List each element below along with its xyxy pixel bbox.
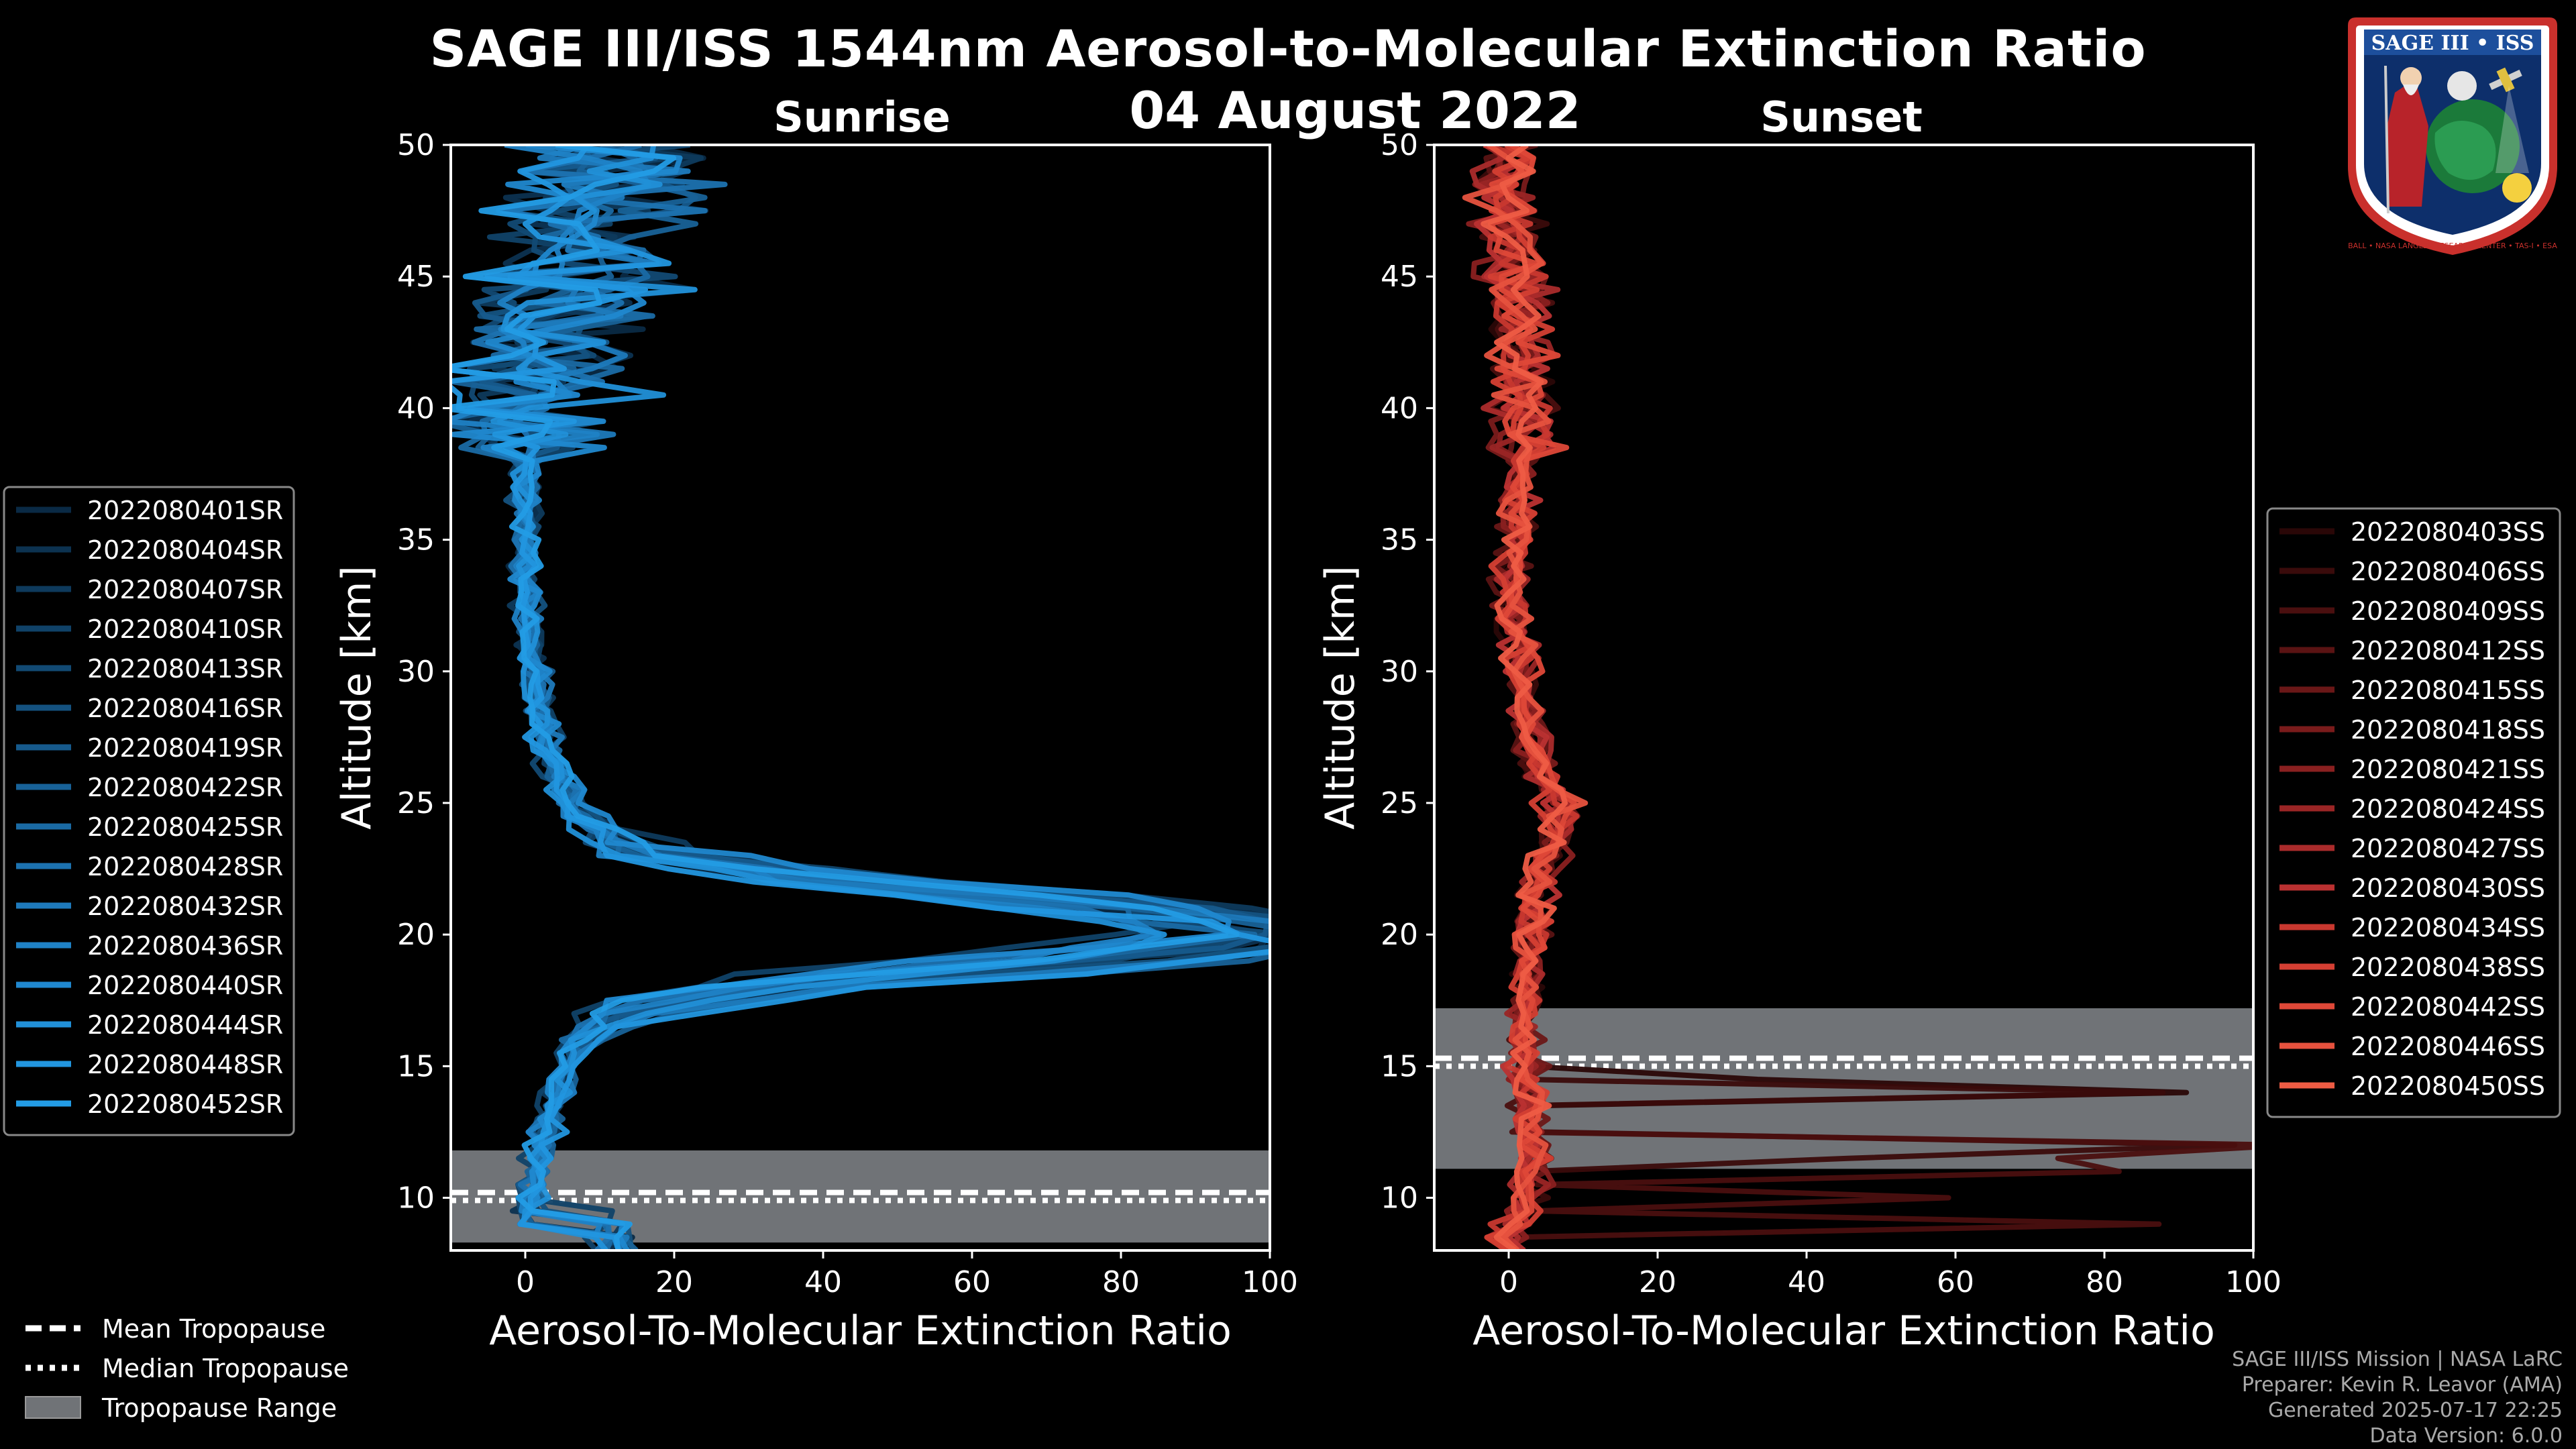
legend-range-swatch xyxy=(25,1396,81,1419)
chart-date: 04 August 2022 xyxy=(1129,80,1581,140)
x-tick-label: 60 xyxy=(953,1265,991,1299)
x-tick-label: 40 xyxy=(1788,1265,1825,1299)
plot-panel-sunset: 0 20 40 60 80 100 10 15 20 25 30 35 40 45 50 Aerosol-To… xyxy=(1317,128,2282,1354)
y-tick-label: 30 xyxy=(1381,655,1418,689)
x-axis-label: Aerosol-To-Molecular Extinction Ratio xyxy=(1472,1307,2215,1354)
chart-title: SAGE III/ISS 1544nm Aerosol-to-Molecular… xyxy=(429,19,2147,78)
panel-title-sunset: Sunset xyxy=(1760,93,1923,142)
legend-entry-label: 2022080419SR xyxy=(87,733,283,763)
y-tick-label: 10 xyxy=(1381,1181,1418,1216)
x-tick-label: 60 xyxy=(1937,1265,1974,1299)
y-tick-label: 35 xyxy=(1381,523,1418,557)
x-tick-label: 20 xyxy=(655,1265,693,1299)
legend-tropopause: Mean Tropopause Median Tropopause Tropopau… xyxy=(25,1314,349,1423)
legend-entry-label: 2022080452SR xyxy=(87,1089,283,1119)
legend-entry-label: 2022080434SS xyxy=(2351,913,2545,943)
legend-entry-label: 2022080430SS xyxy=(2351,873,2545,903)
legend-entry-label: 2022080415SS xyxy=(2351,676,2545,705)
legend-tropopause-label: Tropopause Range xyxy=(101,1393,337,1423)
legend-entry-label: 2022080421SS xyxy=(2351,755,2545,784)
y-axis-label: Altitude [km] xyxy=(333,566,380,830)
series-line-2022080448SR xyxy=(451,145,1270,1250)
legend-entry-label: 2022080450SS xyxy=(2351,1071,2545,1101)
x-tick-label: 20 xyxy=(1639,1265,1676,1299)
y-tick-label: 40 xyxy=(397,391,435,425)
legend-entry-label: 2022080438SS xyxy=(2351,953,2545,982)
y-tick-label: 50 xyxy=(1381,128,1418,162)
legend-entry-label: 2022080412SS xyxy=(2351,636,2545,665)
y-tick-label: 20 xyxy=(397,918,435,952)
logo-ring-text: BALL • NASA LANGLEY RESEARCH CENTER • TA… xyxy=(2348,241,2557,250)
legend-entry-label: 2022080410SR xyxy=(87,614,283,644)
credit-data-version: Data Version: 6.0.0 xyxy=(2369,1424,2563,1448)
tropopause-range-band xyxy=(451,1150,1270,1243)
x-tick-label: 40 xyxy=(804,1265,842,1299)
legend-entry-label: 2022080436SR xyxy=(87,931,283,961)
x-tick-label: 100 xyxy=(1242,1265,1298,1299)
y-tick-label: 30 xyxy=(397,655,435,689)
credits-block: SAGE III/ISS Mission | NASA LaRC Prepare… xyxy=(2232,1347,2563,1449)
legend-entry-label: 2022080442SS xyxy=(2351,992,2545,1022)
x-axis-label: Aerosol-To-Molecular Extinction Ratio xyxy=(489,1307,1232,1354)
x-tick-label: 80 xyxy=(2086,1265,2123,1299)
legend-sunset: 2022080403SS 2022080406SS 2022080409SS 2022… xyxy=(2266,507,2561,1118)
legend-entry-label: 2022080422SR xyxy=(87,773,283,802)
x-tick-label: 0 xyxy=(1499,1265,1518,1299)
legend-entry-label: 2022080425SR xyxy=(87,812,283,842)
legend-entry-label: 2022080407SR xyxy=(87,575,283,604)
legend-entry-label: 2022080448SR xyxy=(87,1050,283,1079)
y-tick-label: 25 xyxy=(397,786,435,820)
legend-entry-label: 2022080403SS xyxy=(2351,517,2545,547)
legend-entry-label: 2022080428SR xyxy=(87,852,283,881)
legend-entry-label: 2022080413SR xyxy=(87,654,283,684)
y-axis-label: Altitude [km] xyxy=(1317,566,1364,830)
y-tick-label: 25 xyxy=(1381,786,1418,820)
legend-entry-label: 2022080424SS xyxy=(2351,794,2545,824)
y-tick-label: 45 xyxy=(397,260,435,294)
legend-entry-label: 2022080444SR xyxy=(87,1010,283,1040)
series-lines xyxy=(1462,145,2253,1250)
credit-mission: SAGE III/ISS Mission | NASA LaRC xyxy=(2232,1348,2563,1371)
axes-frame xyxy=(1433,144,2255,1252)
series-lines xyxy=(451,145,1270,1250)
legend-box xyxy=(2266,507,2561,1118)
panel-title-sunrise: Sunrise xyxy=(773,93,951,142)
legend-box xyxy=(3,486,295,1136)
y-tick-label: 40 xyxy=(1381,391,1418,425)
y-tick-label: 10 xyxy=(397,1181,435,1216)
legend-entry-label: 2022080427SS xyxy=(2351,834,2545,863)
sage-mission-logo: SAGE III • ISS BALL • NASA LANGLEY RESEA… xyxy=(2348,17,2557,255)
credit-preparer: Preparer: Kevin R. Leavor (AMA) xyxy=(2241,1373,2563,1397)
axes-frame xyxy=(449,144,1271,1252)
series-line-2022080450SS xyxy=(1481,145,1568,1250)
plot-panel-sunrise: 0 20 40 60 80 100 10 15 20 25 30 35 40 45 50 Aerosol-To… xyxy=(333,128,1298,1354)
x-tick-label: 0 xyxy=(516,1265,535,1299)
legend-entry-label: 2022080416SR xyxy=(87,694,283,723)
legend-entry-label: 2022080446SS xyxy=(2351,1032,2545,1061)
x-tick-label: 80 xyxy=(1102,1265,1140,1299)
legend-entry-label: 2022080418SS xyxy=(2351,715,2545,745)
y-tick-label: 50 xyxy=(397,128,435,162)
y-tick-label: 20 xyxy=(1381,918,1418,952)
y-tick-label: 35 xyxy=(397,523,435,557)
series-line-2022080452SR xyxy=(451,145,1240,1250)
legend-entry-label: 2022080404SR xyxy=(87,535,283,565)
legend-sunrise: 2022080401SR 2022080404SR 2022080407SR 2022… xyxy=(3,486,295,1136)
y-tick-label: 15 xyxy=(1381,1049,1418,1083)
legend-tropopause-label: Mean Tropopause xyxy=(102,1314,325,1344)
y-tick-label: 45 xyxy=(1381,260,1418,294)
x-tick-label: 100 xyxy=(2225,1265,2282,1299)
legend-entry-label: 2022080401SR xyxy=(87,496,283,525)
legend-entry-label: 2022080432SR xyxy=(87,892,283,921)
y-tick-label: 15 xyxy=(397,1049,435,1083)
legend-tropopause-label: Median Tropopause xyxy=(102,1354,349,1383)
legend-entry-label: 2022080440SR xyxy=(87,971,283,1000)
legend-entry-label: 2022080406SS xyxy=(2351,557,2545,586)
logo-top-text: SAGE III • ISS xyxy=(2371,32,2534,55)
legend-entry-label: 2022080409SS xyxy=(2351,596,2545,626)
credit-generated: Generated 2025-07-17 22:25 xyxy=(2267,1399,2563,1422)
